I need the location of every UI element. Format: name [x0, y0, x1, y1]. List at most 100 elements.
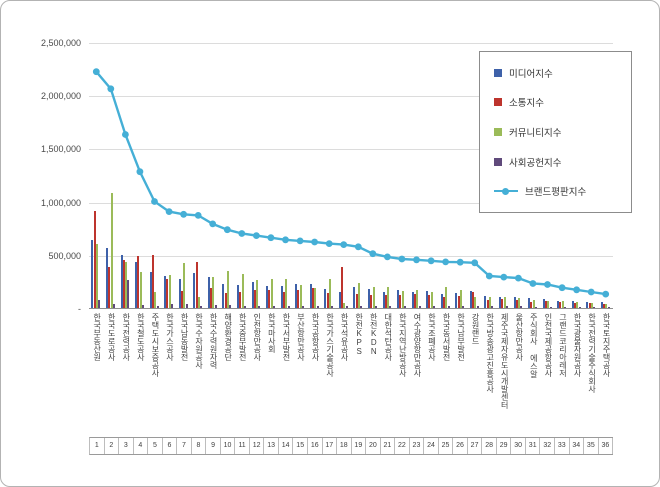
- x-number: 18: [337, 438, 352, 454]
- bar-community: [227, 270, 229, 308]
- bar-community: [532, 299, 535, 308]
- y-axis-tick-label: 500,000: [48, 250, 81, 261]
- legend-line-marker-icon: [494, 187, 518, 195]
- x-number: 9: [206, 438, 221, 454]
- x-label-text: 여수광양항만공사: [412, 313, 422, 377]
- legend-swatch-icon: [494, 157, 502, 166]
- x-label-text: 한국수자원공사: [194, 313, 204, 369]
- x-number: 36: [599, 438, 614, 454]
- x-label: 한국조폐공사: [424, 313, 439, 435]
- y-axis-tick-label: 1,500,000: [40, 144, 81, 155]
- bar-social: [98, 299, 101, 308]
- bar-communication: [239, 292, 242, 308]
- bar-media: [353, 286, 356, 308]
- x-label: 한국토지주택공사: [598, 313, 613, 435]
- x-label-text: 주식회사 에스알: [529, 313, 539, 378]
- x-label: 주식회사 에스알: [526, 313, 541, 435]
- x-label-text: 한전KPS: [354, 313, 364, 356]
- legend-item-media: 미디어지수: [494, 66, 631, 80]
- bar-media: [484, 296, 487, 308]
- line-marker-icon: [456, 258, 464, 266]
- x-label-text: 한국동서발전: [442, 313, 451, 361]
- bar-community: [547, 300, 550, 308]
- legend-swatch-icon: [494, 127, 502, 136]
- bar-community: [576, 302, 579, 308]
- bar-communication: [297, 289, 300, 308]
- line-marker-icon: [165, 208, 173, 216]
- x-label-text: 한국서부발전: [281, 313, 291, 361]
- line-marker-icon: [253, 232, 260, 240]
- bar-community: [430, 291, 433, 308]
- bar-communication: [515, 299, 518, 308]
- bar-media: [207, 277, 210, 308]
- x-label-text: 한국부동산원: [92, 313, 102, 361]
- bar-communication: [151, 254, 154, 308]
- x-axis-number-labels: 1 2 3 4 5 6 7 8 9 10 11 12 13 14 15 16 17 18 19 20 21 22 23 24 2…: [89, 437, 614, 455]
- bar-communication: [486, 299, 489, 308]
- bar-communication: [544, 301, 547, 308]
- x-label-text: 강원랜드: [471, 313, 481, 345]
- line-marker-icon: [238, 230, 246, 237]
- bar-social: [302, 305, 305, 308]
- bar-community: [285, 279, 288, 308]
- line-marker-icon: [223, 226, 231, 234]
- x-number: 32: [540, 438, 555, 454]
- line-marker-icon: [267, 234, 275, 242]
- x-label: 인천항만공사: [249, 313, 264, 435]
- legend-item-communication: 소통지수: [494, 95, 631, 109]
- bar-communication: [166, 279, 169, 308]
- bar-media: [571, 301, 574, 308]
- x-label: 한국남동발전: [176, 313, 191, 435]
- x-number: 23: [410, 438, 425, 454]
- bar-communication: [574, 302, 577, 308]
- legend-label: 미디어지수: [509, 68, 553, 80]
- bar-media: [251, 282, 254, 308]
- x-number: 16: [308, 438, 323, 454]
- x-number: 22: [395, 438, 410, 454]
- x-number: 10: [221, 438, 236, 454]
- y-axis-tick-label: -: [78, 304, 81, 314]
- bar-social: [214, 304, 217, 308]
- line-marker-icon: [558, 284, 566, 292]
- x-number: 26: [453, 438, 468, 454]
- x-label: 한국남부발전: [453, 313, 468, 435]
- bar-social: [316, 305, 319, 308]
- x-number: 29: [497, 438, 512, 454]
- bar-media: [222, 283, 225, 308]
- x-label-text: 한국지역난방공사: [398, 313, 408, 377]
- bar-social: [272, 305, 275, 308]
- bar-communication: [501, 298, 504, 308]
- bar-media: [338, 292, 341, 308]
- line-marker-icon: [500, 273, 508, 281]
- bar-social: [593, 306, 596, 308]
- x-label: 한국가스기술공사: [322, 313, 337, 435]
- x-label: 울산항만공사: [511, 313, 526, 435]
- bar-social: [171, 304, 174, 308]
- x-label: 한국수력원자력: [205, 313, 220, 435]
- x-number: 12: [250, 438, 265, 454]
- x-label-text: 한국마사회: [267, 313, 277, 353]
- bar-social: [534, 306, 537, 308]
- bar-communication: [588, 303, 591, 308]
- bar-media: [236, 284, 239, 308]
- x-label: 한국방송광고진흥공사: [482, 313, 497, 435]
- line-marker-icon: [544, 281, 551, 288]
- bar-media: [528, 298, 531, 308]
- bar-communication: [108, 266, 111, 308]
- x-label-text: 한국수력원자력: [209, 313, 219, 369]
- x-label-text: 한전KDN: [369, 313, 379, 356]
- x-label: 한국석유공사: [336, 313, 351, 435]
- legend-item-community: 커뮤니티지수: [494, 125, 631, 139]
- legend-label: 소통지수: [509, 98, 544, 110]
- bar-community: [197, 297, 200, 308]
- x-label: 한국가스공사: [162, 313, 177, 435]
- bar-community: [489, 296, 491, 308]
- x-label-text: 한국전력공사: [121, 313, 131, 361]
- x-number: 19: [352, 438, 367, 454]
- x-label: 한국전력공사: [118, 313, 133, 435]
- bar-communication: [268, 289, 271, 308]
- bar-social: [127, 280, 130, 308]
- x-label: 한국부동산원: [89, 313, 104, 435]
- plot-area: [89, 43, 613, 309]
- line-marker-icon: [398, 255, 406, 263]
